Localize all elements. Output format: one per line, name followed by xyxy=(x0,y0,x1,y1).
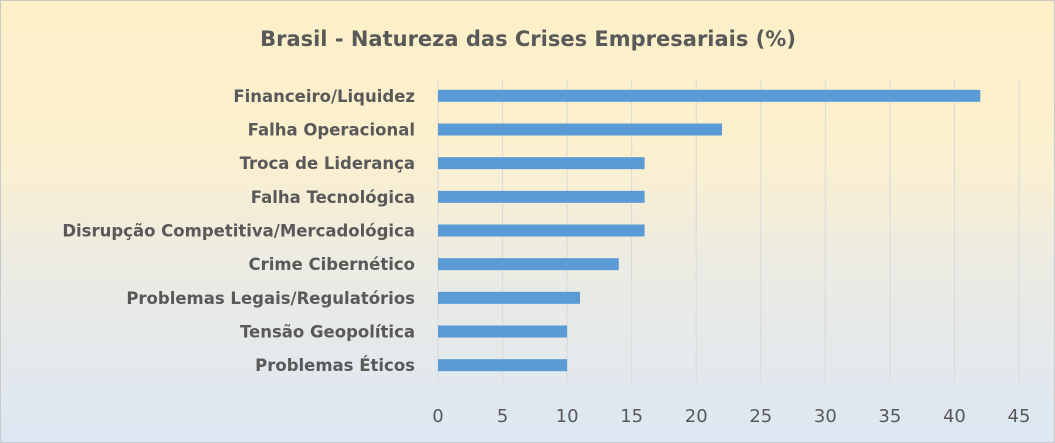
category-label: Falha Tecnológica xyxy=(251,188,415,207)
category-label: Troca de Liderança xyxy=(240,154,415,173)
bar xyxy=(438,258,619,271)
x-tick-label: 40 xyxy=(943,406,966,427)
bar xyxy=(438,325,568,338)
category-labels: Financeiro/Liquidez Falha Operacional Troc… xyxy=(62,87,415,375)
category-label: Financeiro/Liquidez xyxy=(233,87,415,106)
category-label: Crime Cibernético xyxy=(248,255,415,274)
bar xyxy=(438,123,723,136)
x-tick-label: 30 xyxy=(814,406,837,427)
bars xyxy=(438,89,981,372)
bar xyxy=(438,89,981,102)
bar xyxy=(438,190,645,203)
chart-title: Brasil - Natureza das Crises Empresariai… xyxy=(260,27,796,51)
bar xyxy=(438,291,581,304)
x-tick-label: 0 xyxy=(432,406,443,427)
category-label: Tensão Geopolítica xyxy=(240,323,415,342)
x-tick-label: 15 xyxy=(620,406,643,427)
x-tick-label: 10 xyxy=(556,406,579,427)
x-tick-label: 5 xyxy=(497,406,508,427)
category-label: Disrupção Competitiva/Mercadológica xyxy=(62,222,415,241)
category-label: Problemas Éticos xyxy=(255,356,415,375)
bar xyxy=(438,359,568,372)
category-label: Falha Operacional xyxy=(248,121,415,140)
x-axis-tick-labels: 0 5 10 15 20 25 30 35 40 45 xyxy=(432,406,1030,427)
bar xyxy=(438,157,645,170)
bar xyxy=(438,224,645,237)
x-tick-label: 20 xyxy=(685,406,708,427)
x-tick-label: 35 xyxy=(878,406,901,427)
category-label: Problemas Legais/Regulatórios xyxy=(126,289,415,308)
x-tick-label: 45 xyxy=(1008,406,1031,427)
x-tick-label: 25 xyxy=(749,406,772,427)
